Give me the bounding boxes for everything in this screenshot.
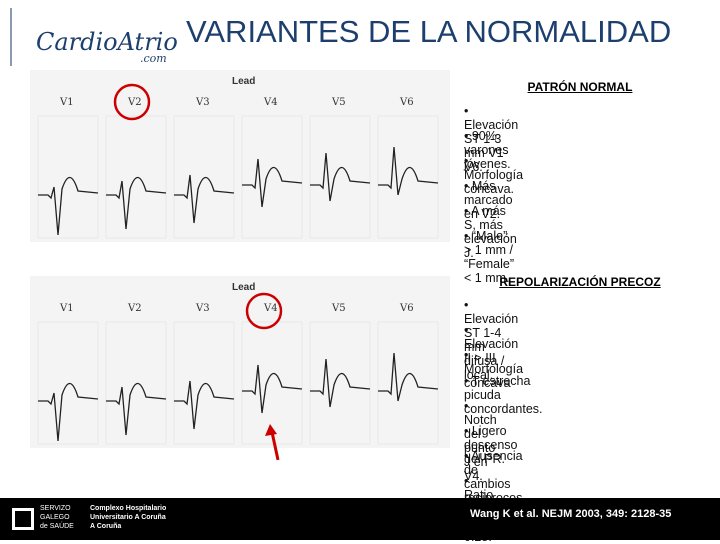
footer: SERVIZO GALEGO de SAÚDE Complexo Hospitala… xyxy=(0,498,720,540)
footer-icon xyxy=(12,508,34,530)
lead-label: V3 xyxy=(195,97,210,108)
lead-title: Lead xyxy=(232,282,255,293)
lead-label: V5 xyxy=(331,97,346,108)
lead-label: V6 xyxy=(399,97,414,108)
bullet: • Elevación ST 1-4 mm difusa / local. xyxy=(464,298,519,382)
org-line: de SAÚDE xyxy=(40,523,74,530)
lead-grid xyxy=(309,115,371,239)
bullet: • Notch del punto J en V4. xyxy=(464,398,497,483)
org-line: SERVIZO xyxy=(40,505,71,512)
bullet: • T estrecha picuda concordantes. xyxy=(464,373,543,416)
lead-label: V4 xyxy=(263,303,278,314)
logo-name: CardioAtrio xyxy=(36,28,178,56)
ecg-trace xyxy=(310,152,371,202)
ecg-trace xyxy=(106,176,167,230)
lead-label: V4 xyxy=(263,97,278,108)
lead-grid xyxy=(173,321,235,445)
lead-grid xyxy=(105,321,167,445)
lead-label: V1 xyxy=(59,97,74,108)
ecg-trace xyxy=(378,146,439,196)
footer-org: SERVIZO GALEGO de SAÚDE xyxy=(40,504,74,531)
ecg-figures: Lead V1 V2 V3 V4 V5 V6 Lead V1 V2 V3 V4 V5 V6 xyxy=(30,70,450,460)
ecg-trace xyxy=(378,352,439,402)
hospital-line: A Coruña xyxy=(90,523,122,530)
bullet: • Elevación ST 1-3 mm V1-V6. xyxy=(464,104,519,174)
logo: CardioAtrio .com xyxy=(10,8,182,66)
lead-grid xyxy=(37,321,99,445)
title: VARIANTES DE LA NORMALIDAD xyxy=(186,14,672,49)
hospital-line: Complexo Hospitalario xyxy=(90,505,167,512)
highlight-circle xyxy=(113,83,151,121)
lead-label: V2 xyxy=(127,303,142,314)
footer-hospital: Complexo Hospitalario Universitario A Cor… xyxy=(90,504,166,531)
bullet: • Morfología cóncava. xyxy=(464,154,524,196)
ecg-trace xyxy=(38,176,99,236)
ecg-trace xyxy=(174,380,235,430)
logo-domain: .com xyxy=(140,52,167,65)
ecg-trace xyxy=(242,158,303,208)
lead-label: V3 xyxy=(195,303,210,314)
lead-grid xyxy=(241,115,303,239)
lead-label: V1 xyxy=(59,303,74,314)
lead-grid xyxy=(309,321,371,445)
ecg-trace xyxy=(106,382,167,436)
ecg-panel xyxy=(30,276,450,448)
bullet: • Morfología cóncava xyxy=(464,348,524,391)
bullet: • 90% varones jóvenes. xyxy=(464,129,511,171)
section-heading: PATRÓN NORMAL xyxy=(527,80,633,94)
lead-label: V5 xyxy=(331,303,346,314)
bullet: • Ligero descenso del PR. xyxy=(464,424,518,466)
arrow xyxy=(270,431,280,460)
ecg-trace xyxy=(310,358,371,408)
hospital-line: Universitario A Coruña xyxy=(90,514,166,521)
citation: Wang K et al. NEJM 2003, 349: 2128-35 xyxy=(470,508,672,520)
highlight-circle xyxy=(245,292,283,330)
ecg-trace xyxy=(174,174,235,224)
lead-grid xyxy=(241,321,303,445)
lead-grid xyxy=(173,115,235,239)
lead-title: Lead xyxy=(232,76,255,87)
section-heading: REPOLARIZACIÓN PRECOZ xyxy=(499,275,661,289)
bullet: • Más marcado en V2. xyxy=(464,179,513,221)
lead-grid xyxy=(377,115,439,239)
ecg-trace xyxy=(242,364,303,414)
bullet: • A más S, más elevación J. xyxy=(464,204,517,260)
bullet: • Elevación II > III xyxy=(464,323,519,366)
ecg-panel xyxy=(30,70,450,242)
lead-label: V2 xyxy=(127,97,142,108)
lead-label: V6 xyxy=(399,303,414,314)
org-line: GALEGO xyxy=(40,514,70,521)
lead-grid xyxy=(37,115,99,239)
ecg-trace xyxy=(38,382,99,442)
arrow-head xyxy=(265,424,277,436)
lead-grid xyxy=(377,321,439,445)
bullet: • “Male” > 1 mm / “Female” < 1 mm. xyxy=(464,229,515,285)
lead-grid xyxy=(105,115,167,239)
